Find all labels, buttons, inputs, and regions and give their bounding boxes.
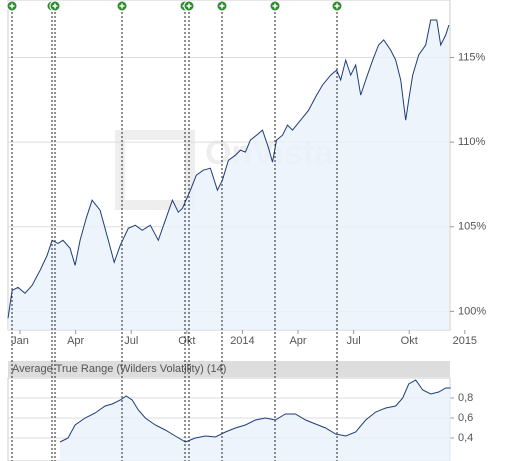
y-tick-label: 110% xyxy=(458,136,486,148)
y-tick-label: 115% xyxy=(458,51,486,63)
event-plus xyxy=(219,3,225,9)
atr-title: Average True Range (Wilders Volatility) … xyxy=(12,363,226,375)
event-plus xyxy=(119,3,125,9)
atr-header xyxy=(8,361,450,377)
x-tick-label: 2015 xyxy=(453,335,477,347)
x-tick-label: Okt xyxy=(178,335,195,347)
event-plus xyxy=(186,3,192,9)
event-markers xyxy=(6,0,343,461)
y-tick-label: 0,4 xyxy=(458,432,473,444)
x-tick-label: Jul xyxy=(124,335,138,347)
event-plus xyxy=(334,3,340,9)
event-plus xyxy=(9,3,15,9)
line xyxy=(59,379,451,443)
y-tick-label: 0,8 xyxy=(458,392,473,404)
line xyxy=(7,19,450,319)
event-plus xyxy=(52,3,58,9)
x-tick-label: Jul xyxy=(347,335,361,347)
x-tick-label: Jan xyxy=(11,335,29,347)
x-tick-label: Apr xyxy=(67,335,84,347)
y-tick-label: 100% xyxy=(458,305,486,317)
x-tick-label: 2014 xyxy=(230,335,254,347)
y-tick-label: 105% xyxy=(458,221,486,233)
y-tick-label: 0,6 xyxy=(458,412,473,424)
x-tick-label: Apr xyxy=(289,335,306,347)
x-tick-label: Okt xyxy=(401,335,418,347)
event-plus xyxy=(272,3,278,9)
